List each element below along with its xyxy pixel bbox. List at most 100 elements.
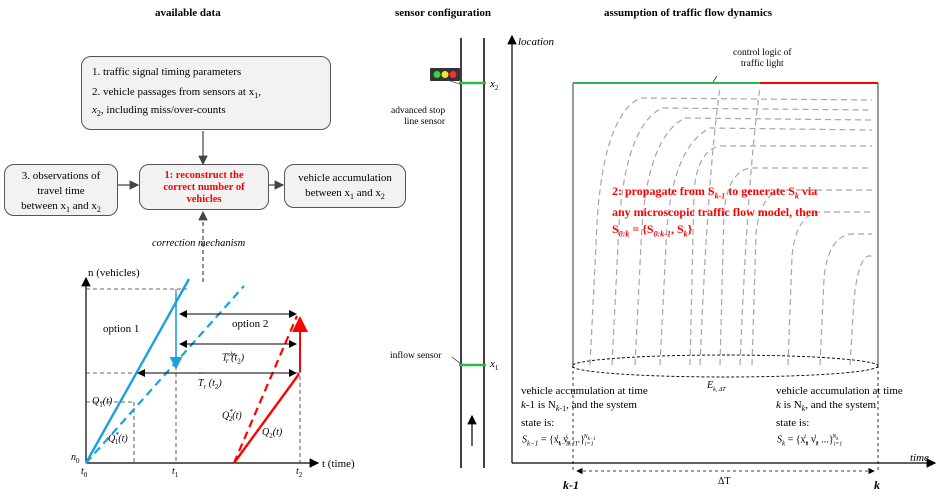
sup: obs [227, 352, 236, 358]
q1-star-label: Q*1(t) [108, 431, 128, 447]
traffic-light-icon [430, 68, 460, 81]
sub: 2 [96, 205, 101, 215]
vehicle-trajectory [719, 167, 872, 366]
header-sensor-configuration: sensor configuration [395, 7, 492, 19]
text: Q [222, 410, 230, 422]
control-logic-label: control logic of traffic light [733, 48, 792, 70]
box-line: correct number of [163, 182, 245, 193]
text: between x [305, 187, 350, 199]
initial-state-ellipse [571, 354, 879, 378]
text-line: state is: [776, 417, 810, 430]
option1-label: option 1 [103, 323, 140, 335]
text: E [707, 380, 714, 391]
text: x [490, 358, 495, 370]
t0-label: t0 [81, 466, 87, 479]
sub: 2 [214, 383, 219, 391]
sub: 1 [254, 91, 259, 101]
text: (t) [272, 427, 283, 438]
sub: 2 [269, 432, 273, 440]
time-axis-label: time [910, 452, 929, 464]
right-state-formula: Sk = {xki, vki, ...}i=1Nk [777, 434, 843, 448]
text: S [612, 222, 619, 237]
delta-t-label: ΔT [718, 476, 731, 487]
sub: 0:k [618, 229, 630, 239]
text: T [222, 352, 228, 364]
vehicle-trajectory [751, 189, 872, 366]
option2-label: option 2 [232, 318, 269, 330]
q1-label: Q1(t) [92, 396, 112, 409]
text-line: state is: [521, 417, 555, 430]
vehicle-trajectory [689, 145, 872, 366]
text: = {x [538, 434, 559, 446]
that-label: ˆ Tr (t2) [198, 371, 222, 391]
sub: 1 [66, 205, 70, 215]
sub: 1 [494, 364, 499, 373]
sub: 0 [76, 457, 80, 465]
sub: 2 [380, 192, 385, 202]
t1-label: t1 [172, 466, 178, 479]
location-axis-label: location [518, 36, 555, 48]
sub: k [801, 404, 806, 414]
q2-star-label: Q*2(t) [222, 408, 242, 424]
text-line: k-1 is Nk-1, and the system [521, 398, 648, 416]
stop-line-sensor-label: advanced stop line sensor [391, 106, 445, 128]
text: k [776, 399, 781, 411]
text: k [521, 399, 526, 411]
box-line: x2, including miss/over-counts [92, 103, 320, 121]
text-line: any microscopic traffic flow model, then [612, 205, 818, 220]
sub: 1 [350, 192, 354, 202]
text: , including miss/over-counts [100, 104, 226, 117]
sub: k [555, 404, 560, 414]
box-line: between x1 and x2 [11, 199, 111, 217]
box-line: 2. vehicle passages from sensors at x1, [92, 86, 261, 101]
inflow-sensor-label: inflow sensor [390, 351, 442, 361]
box-accumulation: vehicle accumulation between x1 and x2 [284, 164, 406, 208]
text: x [92, 104, 97, 117]
sub: 2 [298, 471, 303, 479]
text: , and the system [805, 399, 877, 411]
text: traffic light [740, 59, 784, 69]
k-label: k [874, 478, 880, 492]
control-pointer [712, 75, 718, 83]
inflow-pointer [451, 356, 462, 365]
plot-x-label: t (time) [322, 458, 355, 470]
text: = {S [629, 222, 654, 237]
text: S [522, 434, 527, 446]
vehicle-trajectory [699, 87, 721, 366]
stopline-pointer [449, 80, 461, 85]
k-minus-1-label: k-1 [563, 478, 579, 492]
text: Q [262, 427, 270, 438]
box-reconstruct: 1: reconstruct the correct number of veh… [139, 164, 269, 210]
sub: 2 [96, 109, 101, 119]
text: via [798, 184, 818, 198]
vehicle-trajectory [634, 117, 873, 366]
text: to generate S [725, 184, 795, 198]
vehicle-trajectory [659, 127, 873, 366]
sub: k [782, 439, 786, 448]
plot-y-label: n (vehicles) [88, 267, 140, 279]
sub: 2 [228, 415, 233, 424]
text: (t) [232, 410, 242, 422]
text: Q [108, 433, 116, 445]
q2-label: Q2(t) [262, 427, 282, 440]
sub: r [203, 383, 207, 391]
box-line: between x1 and x2 [289, 186, 401, 204]
box-data-sources: 1. traffic signal timing parameters 2. v… [81, 56, 331, 130]
text: is N [780, 399, 802, 411]
text: (t) [118, 433, 128, 445]
text: } [687, 222, 693, 237]
sub: 1 [174, 471, 179, 479]
text: advanced stop [391, 106, 446, 116]
text: line sensor [404, 117, 446, 127]
header-traffic-flow-dynamics: assumption of traffic flow dynamics [604, 7, 773, 19]
x2-label: x2 [490, 78, 498, 92]
text: t [172, 466, 175, 477]
box-line: 1. traffic signal timing parameters [92, 66, 242, 78]
text: and x [70, 200, 97, 212]
text: and x [354, 187, 381, 199]
sub: 0 [83, 471, 88, 479]
sub: k [683, 229, 688, 239]
text: 2: propagate from S [612, 184, 715, 198]
box-line: travel time [37, 185, 85, 197]
